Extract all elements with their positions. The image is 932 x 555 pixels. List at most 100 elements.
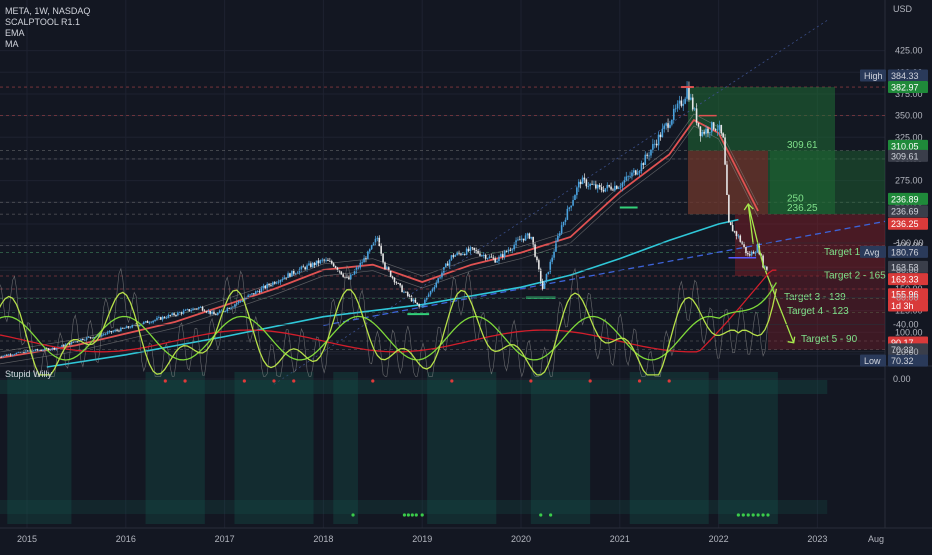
candle-body bbox=[420, 306, 422, 307]
osc-dot-top bbox=[183, 379, 186, 382]
candle-body bbox=[574, 195, 576, 200]
osc-dot-bottom bbox=[415, 513, 418, 516]
candle bbox=[55, 348, 57, 351]
candle-body bbox=[553, 252, 555, 258]
candle-body bbox=[181, 312, 183, 313]
candle bbox=[574, 194, 576, 200]
avg-tag-text: Avg bbox=[864, 247, 879, 257]
badge-236-25-text: 236.25 bbox=[891, 219, 919, 229]
annotation-target-5: Target 5 - 90 bbox=[801, 334, 858, 345]
candle-body bbox=[548, 272, 550, 274]
candle bbox=[228, 307, 230, 309]
candle-body bbox=[692, 98, 694, 110]
candle-body bbox=[631, 173, 633, 177]
high-badge-text: 384.33 bbox=[891, 71, 919, 81]
candle-body bbox=[530, 237, 532, 239]
candle-body bbox=[234, 304, 236, 306]
candle bbox=[610, 183, 612, 191]
osc-dot-bottom bbox=[737, 513, 740, 516]
badge-236-25[interactable]: 236.25 bbox=[888, 218, 928, 230]
candle bbox=[369, 248, 371, 253]
candle-body bbox=[118, 331, 120, 332]
candle-body bbox=[755, 252, 757, 253]
badge-309[interactable]: 309.61 bbox=[888, 150, 928, 162]
candle bbox=[399, 283, 401, 288]
candle-body bbox=[149, 323, 151, 324]
indicator-ma[interactable]: MA bbox=[5, 39, 90, 50]
candle-body bbox=[582, 178, 584, 184]
candle-body bbox=[156, 318, 158, 320]
candle bbox=[405, 291, 407, 292]
candle bbox=[555, 238, 557, 252]
candle-body bbox=[192, 309, 194, 311]
candle bbox=[200, 306, 202, 308]
candle-body bbox=[736, 231, 738, 236]
candle bbox=[656, 140, 658, 148]
candle-body bbox=[586, 180, 588, 187]
candle-body bbox=[468, 249, 470, 251]
oscillator-title[interactable]: Stupid Willy bbox=[5, 369, 52, 379]
candle-body bbox=[282, 279, 284, 280]
candle-body bbox=[492, 257, 494, 258]
candle-body bbox=[669, 125, 671, 128]
badge-236-69[interactable]: 236.69 bbox=[888, 205, 928, 217]
candle bbox=[380, 243, 382, 256]
candle bbox=[310, 261, 312, 268]
candle-body bbox=[458, 253, 460, 254]
candle-body bbox=[521, 239, 523, 240]
candle-body bbox=[432, 289, 434, 291]
candle bbox=[534, 242, 536, 257]
candle-body bbox=[443, 267, 445, 273]
candle-body bbox=[656, 144, 658, 146]
candle-body bbox=[131, 325, 133, 328]
candle-body bbox=[363, 258, 365, 262]
candle bbox=[460, 253, 462, 256]
indicator-ema[interactable]: EMA bbox=[5, 28, 90, 39]
candle-body bbox=[447, 264, 449, 266]
candle-body bbox=[211, 312, 213, 314]
candle-body bbox=[390, 271, 392, 277]
candle-body bbox=[648, 156, 650, 157]
high-badge[interactable]: 384.33 bbox=[888, 69, 928, 81]
candle-body bbox=[451, 255, 453, 260]
candle-body bbox=[629, 176, 631, 177]
candle bbox=[568, 207, 570, 212]
candle bbox=[629, 172, 631, 178]
candle-body bbox=[35, 349, 37, 351]
candle-body bbox=[371, 245, 373, 249]
candle-body bbox=[504, 251, 506, 257]
time-tick-label: 2023 bbox=[807, 534, 827, 544]
symbol-label[interactable]: META, 1W, NASDAQ bbox=[5, 6, 90, 17]
candle-body bbox=[413, 300, 415, 302]
chart-legend: META, 1W, NASDAQ SCALPTOOL R1.1 EMA MA bbox=[5, 6, 90, 50]
badge-382[interactable]: 382.97 bbox=[888, 81, 928, 93]
candle bbox=[435, 280, 437, 288]
candle bbox=[671, 119, 673, 126]
candle bbox=[544, 281, 546, 289]
candle-body bbox=[401, 285, 403, 292]
candle-body bbox=[684, 99, 686, 104]
candle-body bbox=[52, 348, 54, 350]
candle-body bbox=[160, 317, 162, 319]
candle-body bbox=[48, 348, 50, 350]
candle-body bbox=[361, 262, 363, 263]
osc-dot-bottom bbox=[539, 513, 542, 516]
indicator-scalptool[interactable]: SCALPTOOL R1.1 bbox=[5, 17, 90, 28]
candle bbox=[158, 316, 160, 319]
candle bbox=[458, 251, 460, 256]
candle-body bbox=[745, 247, 747, 253]
candle bbox=[109, 330, 111, 334]
price-tick-label: 350.00 bbox=[895, 111, 923, 121]
osc-tick-label: -20.00 bbox=[893, 347, 919, 357]
candle-body bbox=[454, 255, 456, 257]
candle bbox=[377, 236, 379, 241]
badge-236-89[interactable]: 236.89 bbox=[888, 193, 928, 205]
candle-body bbox=[462, 254, 464, 255]
candle-body bbox=[337, 268, 339, 270]
candle bbox=[327, 258, 329, 261]
candle bbox=[631, 170, 633, 180]
candle-body bbox=[306, 265, 308, 269]
badge-236-89-text: 236.89 bbox=[891, 194, 919, 204]
